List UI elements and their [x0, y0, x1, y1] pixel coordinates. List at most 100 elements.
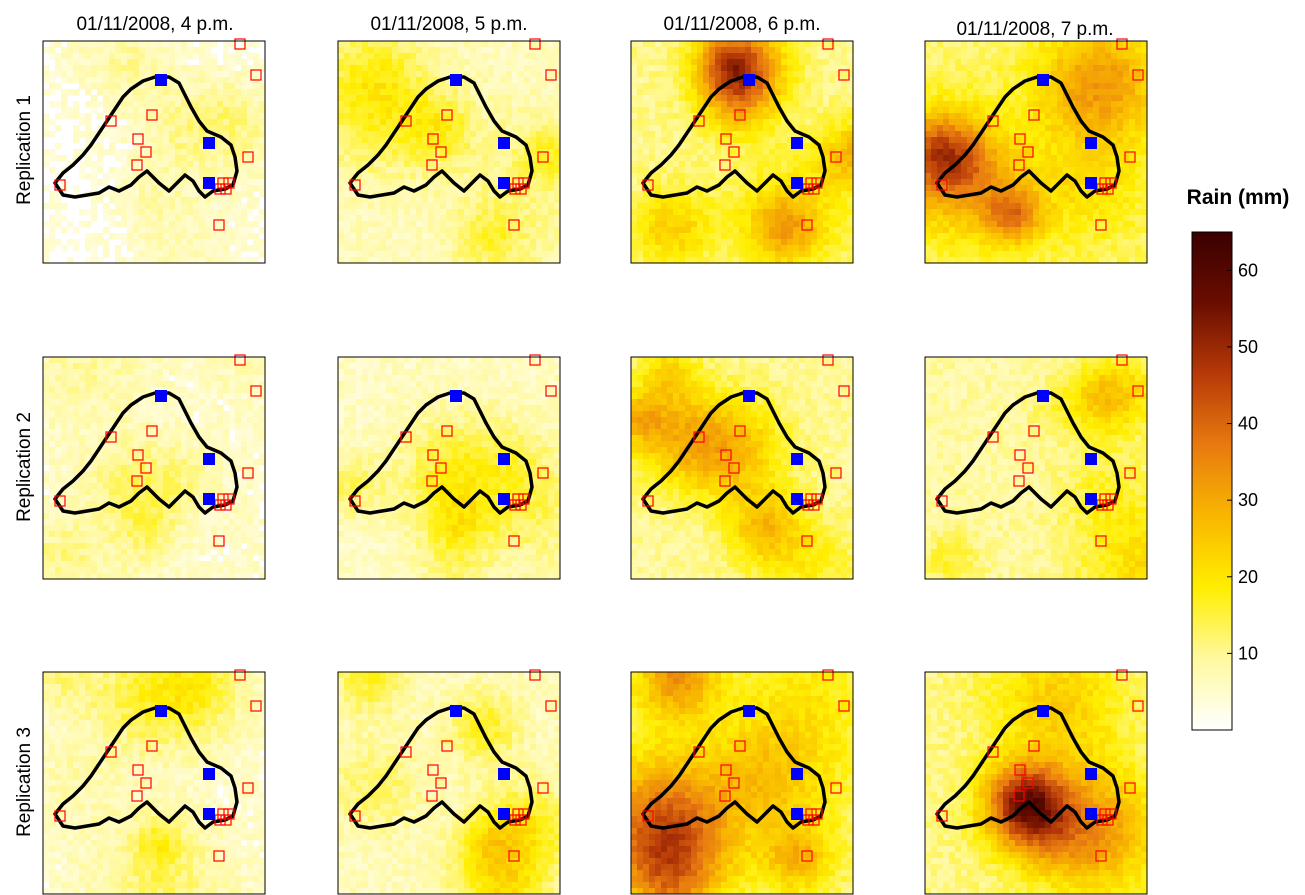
rain-cell — [829, 167, 836, 174]
rain-cell — [518, 83, 525, 90]
rain-cell — [805, 131, 812, 138]
rain-cell — [199, 149, 206, 156]
rain-cell — [464, 125, 471, 132]
rain-cell — [506, 161, 513, 168]
rain-cell — [781, 119, 788, 126]
rain-cell — [554, 227, 560, 234]
rain-cell — [823, 125, 830, 132]
rain-cell — [739, 257, 746, 263]
rain-cell — [769, 41, 776, 48]
rain-cell — [727, 83, 734, 90]
rain-cell — [721, 53, 728, 60]
rain-cell — [691, 179, 698, 186]
rain-cell — [637, 215, 644, 222]
rain-cell — [1093, 47, 1100, 54]
rain-cell — [943, 59, 950, 66]
rain-cell — [103, 77, 110, 84]
rain-cell — [1051, 41, 1058, 48]
rain-cell — [757, 65, 764, 72]
rain-cell — [823, 107, 830, 114]
rain-cell — [631, 173, 638, 180]
rain-cell — [530, 149, 537, 156]
rain-cell — [1027, 191, 1034, 198]
rain-cell — [253, 215, 260, 222]
rain-cell — [1045, 101, 1052, 108]
rain-cell — [392, 167, 399, 174]
rain-cell — [727, 41, 734, 48]
rain-cell — [253, 41, 260, 48]
rain-cell — [757, 239, 764, 246]
rain-cell — [643, 215, 650, 222]
rain-cell — [841, 239, 848, 246]
rain-cell — [253, 179, 260, 186]
rain-cell — [524, 137, 531, 144]
rain-cell — [241, 161, 248, 168]
rain-cell — [673, 257, 680, 263]
rain-cell — [1141, 131, 1147, 138]
rain-cell — [506, 89, 513, 96]
rain-cell — [949, 83, 956, 90]
rain-cell — [115, 131, 122, 138]
rain-cell — [1075, 101, 1082, 108]
rain-cell — [763, 239, 770, 246]
rain-cell — [434, 227, 441, 234]
rain-cell — [793, 101, 800, 108]
rain-cell — [835, 83, 842, 90]
rain-cell — [1099, 59, 1106, 66]
rain-cell — [721, 89, 728, 96]
rain-cell — [368, 167, 375, 174]
rain-cell — [253, 149, 260, 156]
rain-cell — [973, 59, 980, 66]
rain-cell — [1033, 119, 1040, 126]
rain-cell — [67, 41, 74, 48]
rain-cell — [175, 137, 182, 144]
rain-cell — [193, 173, 200, 180]
rain-cell — [145, 221, 152, 228]
rain-cell — [667, 245, 674, 252]
rain-cell — [1135, 197, 1142, 204]
rain-cell — [937, 161, 944, 168]
rain-cell — [1027, 161, 1034, 168]
rain-cell — [344, 233, 351, 240]
rain-cell — [631, 41, 638, 48]
rain-cell — [205, 95, 212, 102]
rain-cell — [793, 161, 800, 168]
rain-cell — [139, 191, 146, 198]
rain-cell — [145, 89, 152, 96]
rain-cell — [482, 179, 489, 186]
rain-cell — [679, 179, 686, 186]
rain-cell — [506, 167, 513, 174]
rain-cell — [733, 203, 740, 210]
rain-cell — [661, 53, 668, 60]
rain-cell — [841, 191, 848, 198]
rain-cell — [500, 239, 507, 246]
rain-cell — [542, 215, 549, 222]
rain-cell — [356, 245, 363, 252]
rain-cell — [121, 179, 128, 186]
rain-cell — [823, 137, 830, 144]
rain-cell — [685, 59, 692, 66]
rain-cell — [1135, 89, 1142, 96]
rain-cell — [673, 47, 680, 54]
rain-cell — [709, 77, 716, 84]
rain-cell — [217, 119, 224, 126]
rain-cell — [631, 83, 638, 90]
rain-cell — [823, 143, 830, 150]
rain-cell — [428, 143, 435, 150]
rain-cell — [440, 203, 447, 210]
rain-cell — [103, 239, 110, 246]
rain-cell — [85, 113, 92, 120]
rain-cell — [985, 41, 992, 48]
rain-cell — [235, 149, 242, 156]
rain-cell — [386, 113, 393, 120]
rain-cell — [1093, 83, 1100, 90]
rain-cell — [931, 209, 938, 216]
rain-cell — [169, 59, 176, 66]
rain-cell — [380, 89, 387, 96]
rain-cell — [554, 131, 560, 138]
rain-cell — [1123, 107, 1130, 114]
rain-cell — [79, 221, 86, 228]
rain-cell — [1081, 197, 1088, 204]
rain-cell — [1099, 119, 1106, 126]
rain-cell — [223, 203, 230, 210]
